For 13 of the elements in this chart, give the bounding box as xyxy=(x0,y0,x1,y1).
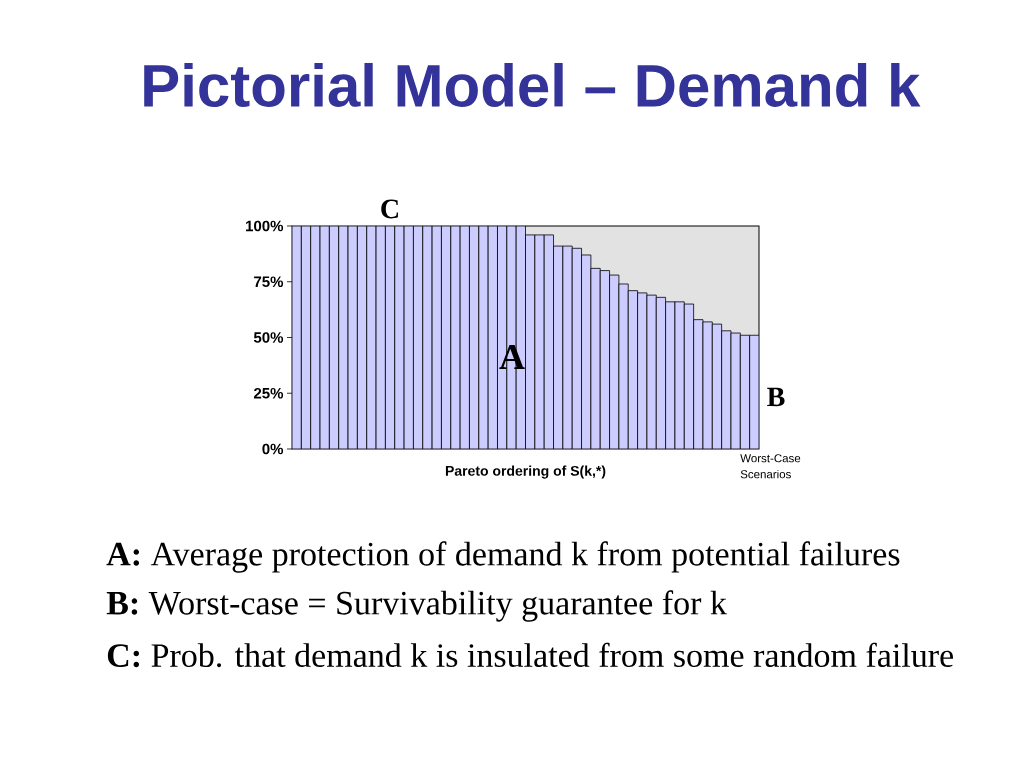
y-tick-label: 25% xyxy=(253,387,284,399)
chart-title: Pictorial Model – Demand k xyxy=(144,62,921,108)
text: C xyxy=(381,199,398,219)
y-tick-label: 100% xyxy=(246,220,284,232)
text: B xyxy=(767,387,785,407)
y-tick-label: 75% xyxy=(254,276,284,288)
x-axis-title: Pareto ordering of S(k,*) xyxy=(445,465,606,479)
text: Worst-Case Scenarios xyxy=(740,454,801,479)
text: A: Average protection of demand k from potential failures xyxy=(106,541,900,573)
text: B: Worst-case = Survivability guarantee for k xyxy=(106,590,727,622)
text: C: Prob. that demand k is insulated from some random failure xyxy=(107,642,954,668)
y-tick-label: 50% xyxy=(253,332,284,343)
y-tick-label: 0% xyxy=(262,443,284,455)
